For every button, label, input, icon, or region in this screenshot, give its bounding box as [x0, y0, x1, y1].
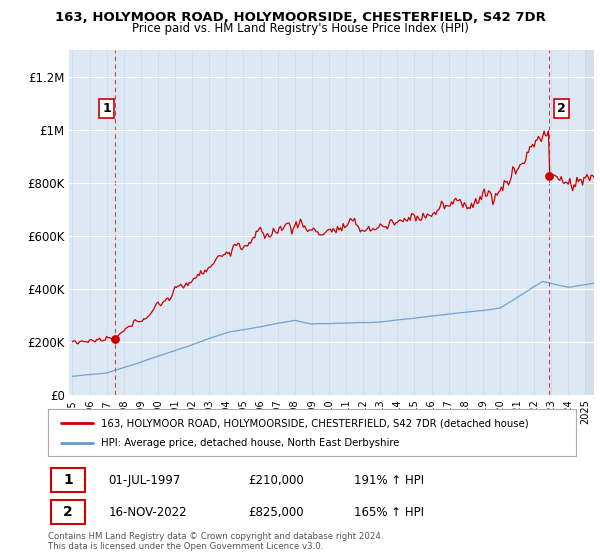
Text: Price paid vs. HM Land Registry's House Price Index (HPI): Price paid vs. HM Land Registry's House … [131, 22, 469, 35]
Text: 191% ↑ HPI: 191% ↑ HPI [354, 474, 424, 487]
FancyBboxPatch shape [50, 468, 85, 492]
Bar [586, 50, 594, 395]
Text: £825,000: £825,000 [248, 506, 304, 519]
Text: 1: 1 [63, 473, 73, 487]
Text: 01-JUL-1997: 01-JUL-1997 [109, 474, 181, 487]
Text: 2: 2 [63, 505, 73, 519]
Text: 2: 2 [557, 102, 565, 115]
Point [544, 172, 554, 181]
Text: 165% ↑ HPI: 165% ↑ HPI [354, 506, 424, 519]
Text: 16-NOV-2022: 16-NOV-2022 [109, 506, 187, 519]
Text: 163, HOLYMOOR ROAD, HOLYMOORSIDE, CHESTERFIELD, S42 7DR: 163, HOLYMOOR ROAD, HOLYMOORSIDE, CHESTE… [55, 11, 545, 24]
Point [110, 335, 120, 344]
Text: 163, HOLYMOOR ROAD, HOLYMOORSIDE, CHESTERFIELD, S42 7DR (detached house): 163, HOLYMOOR ROAD, HOLYMOORSIDE, CHESTE… [101, 418, 529, 428]
Text: 1: 1 [102, 102, 111, 115]
FancyBboxPatch shape [50, 500, 85, 524]
Text: HPI: Average price, detached house, North East Derbyshire: HPI: Average price, detached house, Nort… [101, 438, 399, 448]
Text: £210,000: £210,000 [248, 474, 304, 487]
Text: Contains HM Land Registry data © Crown copyright and database right 2024.
This d: Contains HM Land Registry data © Crown c… [48, 532, 383, 552]
